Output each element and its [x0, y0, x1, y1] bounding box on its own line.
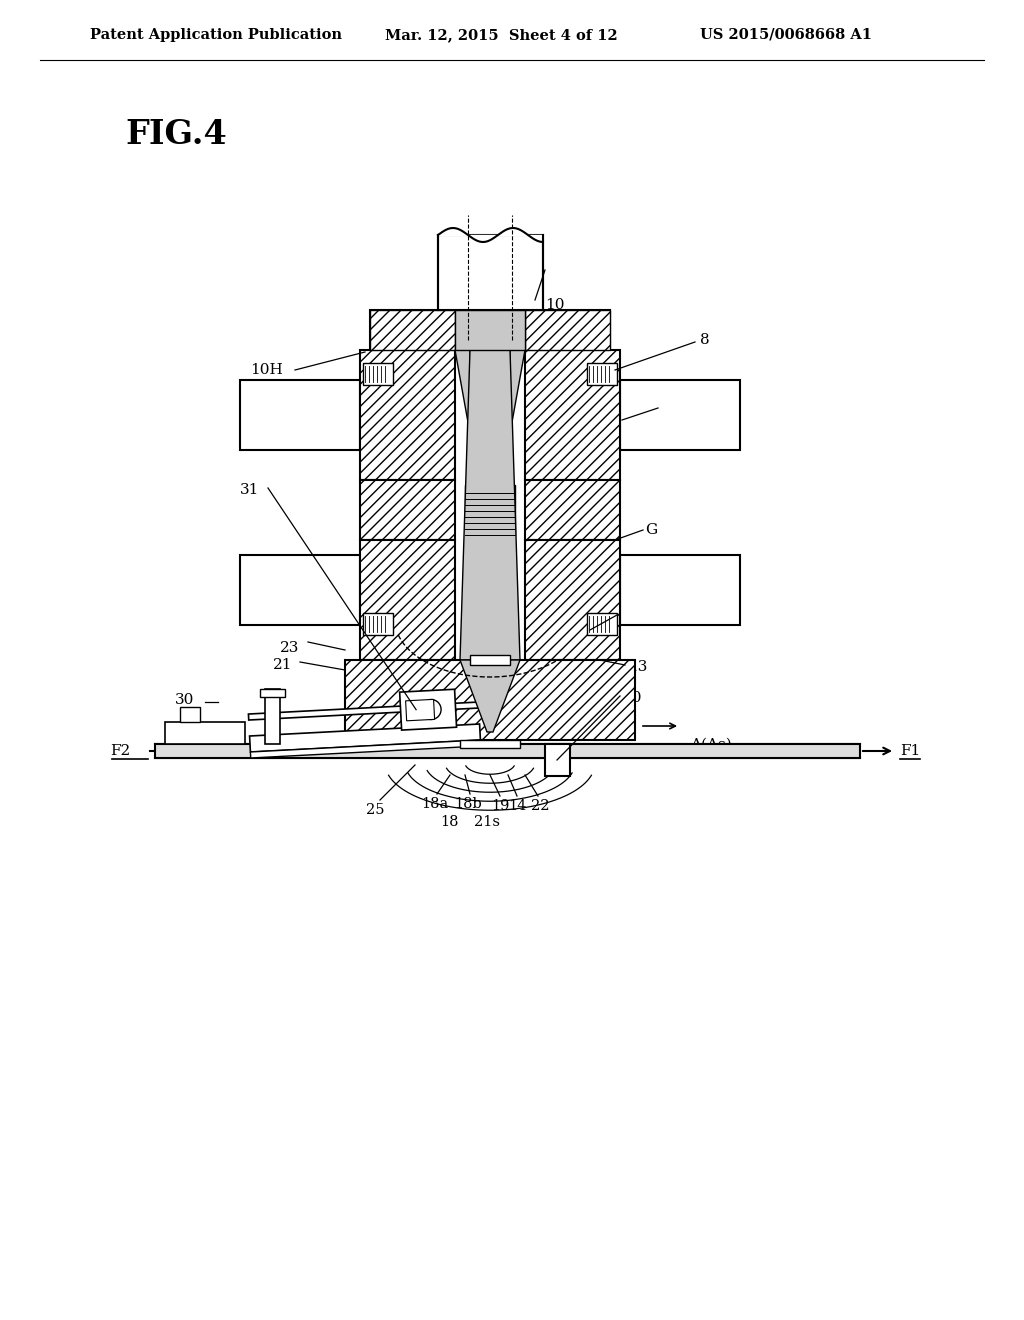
Polygon shape: [370, 310, 455, 350]
Bar: [362, 612, 393, 635]
Text: 31: 31: [240, 483, 259, 498]
Text: A(As): A(As): [690, 738, 732, 752]
Text: 8: 8: [700, 333, 710, 347]
Bar: [460, 741, 520, 748]
Polygon shape: [525, 540, 620, 660]
Text: F1: F1: [900, 744, 921, 758]
Text: 25: 25: [366, 803, 384, 817]
Polygon shape: [251, 741, 480, 758]
Bar: [370, 310, 610, 350]
Text: 9: 9: [620, 609, 630, 622]
Polygon shape: [460, 660, 520, 733]
Text: 21: 21: [273, 657, 293, 672]
Text: F2: F2: [110, 744, 130, 758]
Circle shape: [421, 700, 441, 719]
Polygon shape: [345, 660, 635, 741]
Polygon shape: [360, 480, 455, 540]
Bar: [240, 380, 360, 450]
Text: 30: 30: [175, 693, 195, 708]
Bar: [155, 744, 860, 758]
Bar: [587, 363, 617, 385]
Text: US 2015/0068668 A1: US 2015/0068668 A1: [700, 28, 872, 42]
Bar: [165, 722, 245, 744]
Polygon shape: [360, 350, 455, 480]
Bar: [362, 363, 393, 385]
Text: 21s: 21s: [474, 814, 500, 829]
Text: 18a: 18a: [421, 797, 449, 810]
Text: 10: 10: [545, 298, 564, 312]
Polygon shape: [525, 310, 610, 350]
Bar: [620, 554, 740, 624]
Bar: [438, 235, 543, 310]
Bar: [260, 689, 285, 697]
Text: 22: 22: [530, 799, 549, 813]
Polygon shape: [460, 350, 520, 660]
Polygon shape: [525, 480, 620, 540]
Bar: [180, 708, 200, 722]
Bar: [465, 484, 515, 535]
Bar: [265, 689, 280, 744]
Text: 18b: 18b: [454, 797, 482, 810]
Polygon shape: [525, 350, 620, 480]
Text: 14: 14: [508, 799, 526, 813]
Bar: [240, 554, 360, 624]
Polygon shape: [406, 700, 434, 721]
Text: 8a: 8a: [660, 401, 679, 414]
Bar: [620, 380, 740, 450]
Bar: [455, 310, 525, 350]
Text: 19: 19: [490, 799, 509, 813]
Bar: [545, 744, 570, 776]
Polygon shape: [360, 540, 455, 660]
Polygon shape: [250, 723, 480, 752]
Bar: [470, 655, 510, 665]
Text: Mar. 12, 2015  Sheet 4 of 12: Mar. 12, 2015 Sheet 4 of 12: [385, 28, 617, 42]
Bar: [587, 612, 617, 635]
Text: FIG.4: FIG.4: [125, 119, 226, 152]
Text: 13: 13: [628, 660, 647, 675]
Polygon shape: [455, 350, 525, 450]
Text: 10H: 10H: [250, 363, 283, 378]
Text: 15: 15: [595, 675, 614, 689]
Text: 20: 20: [623, 690, 642, 705]
Text: 23: 23: [280, 642, 299, 655]
Polygon shape: [249, 702, 479, 719]
Polygon shape: [399, 689, 457, 730]
Text: 18: 18: [440, 814, 459, 829]
Text: G: G: [645, 523, 657, 537]
Text: Patent Application Publication: Patent Application Publication: [90, 28, 342, 42]
